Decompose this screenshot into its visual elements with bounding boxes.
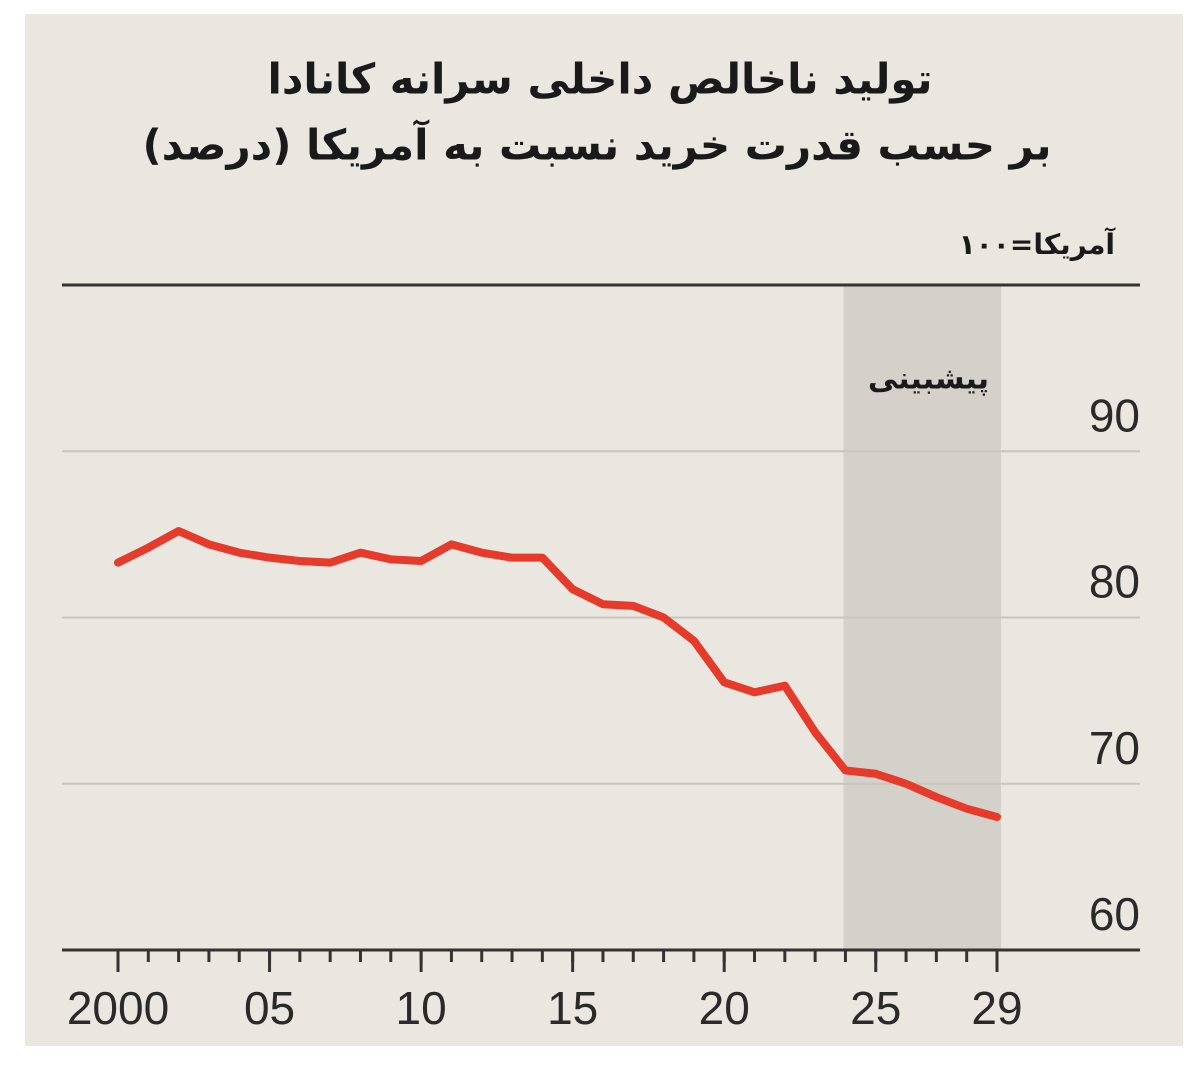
y-axis-label: آمریکا=۱۰۰ [959,227,1117,261]
x-tick-label: 25 [850,982,901,1034]
chart-title: تولید ناخالص داخلی سرانه کانادا [267,55,932,105]
x-tick-label: 05 [244,982,295,1034]
x-tick-label: 10 [396,982,447,1034]
data-line [114,527,1001,821]
x-tick-label: 2000 [67,982,169,1034]
y-tick-label: 90 [1089,389,1140,441]
x-tick-label: 29 [971,982,1022,1034]
x-tick-label: 20 [699,982,750,1034]
y-tick-label: 70 [1089,722,1140,774]
y-tick-label: 80 [1089,556,1140,608]
y-tick-label: 60 [1089,888,1140,940]
chart-subtitle: بر حسب قدرت خرید نسبت به آمریکا (درصد) [142,120,1051,171]
forecast-label: پیشبینی [868,362,989,397]
x-tick-label: 15 [547,982,598,1034]
